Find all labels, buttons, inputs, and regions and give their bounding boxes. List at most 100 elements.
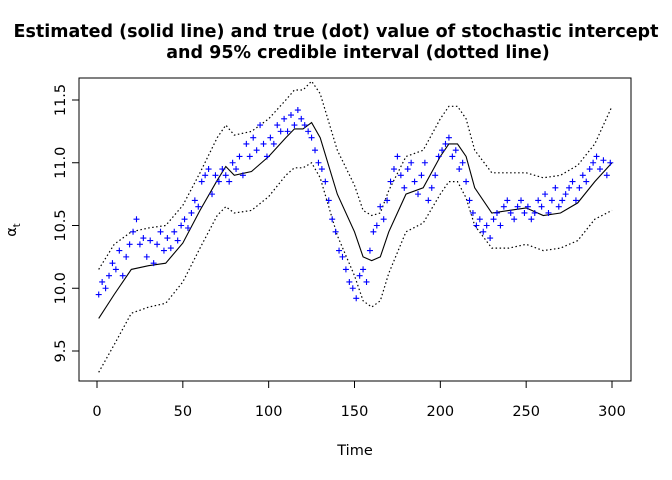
true-point	[178, 222, 185, 229]
true-point	[188, 209, 195, 216]
true-point	[394, 153, 401, 160]
true-point	[336, 247, 343, 254]
true-point	[202, 172, 209, 179]
y-axis-label-subscript: t	[12, 223, 23, 227]
true-point	[147, 237, 154, 244]
true-point	[174, 237, 181, 244]
true-point	[380, 216, 387, 223]
true-point	[112, 266, 119, 273]
true-point	[596, 166, 603, 173]
true-point	[133, 216, 140, 223]
true-point	[325, 197, 332, 204]
true-point	[123, 253, 130, 260]
true-point	[281, 115, 288, 122]
true-point	[538, 203, 545, 210]
true-point	[459, 159, 466, 166]
x-tick-label: 0	[92, 404, 101, 420]
true-point	[439, 147, 446, 154]
true-point	[487, 235, 494, 242]
true-point	[411, 178, 418, 185]
true-point	[239, 172, 246, 179]
true-point	[548, 197, 555, 204]
true-point	[342, 266, 349, 273]
true-point	[404, 166, 411, 173]
true-point	[346, 278, 353, 285]
true-point	[184, 225, 191, 232]
true-point	[463, 178, 470, 185]
true-point	[219, 166, 226, 173]
true-point	[572, 197, 579, 204]
true-point	[318, 166, 325, 173]
chart-title-line-1: Estimated (solid line) and true (dot) va…	[14, 22, 659, 42]
true-point	[562, 191, 569, 198]
true-point	[305, 128, 312, 135]
true-point	[109, 260, 116, 267]
true-point	[504, 197, 511, 204]
true-point	[476, 216, 483, 223]
true-point	[270, 140, 277, 147]
y-tick-label: 9.5	[53, 339, 69, 362]
true-point	[99, 278, 106, 285]
true-point	[593, 153, 600, 160]
true-point	[360, 266, 367, 273]
true-point	[212, 172, 219, 179]
true-point	[401, 184, 408, 191]
true-point	[524, 203, 531, 210]
true-point	[339, 253, 346, 260]
true-point	[253, 147, 260, 154]
true-point	[418, 172, 425, 179]
true-point	[452, 147, 459, 154]
true-point	[566, 184, 573, 191]
series-estimate	[98, 121, 613, 319]
true-point	[260, 140, 267, 147]
true-points-layer	[95, 107, 614, 302]
true-point	[150, 260, 157, 267]
true-point	[243, 140, 250, 147]
x-tick-label: 100	[255, 404, 283, 420]
true-point	[119, 272, 126, 279]
x-tick-label: 200	[426, 404, 454, 420]
true-point	[233, 166, 240, 173]
chart-title-line-2: and 95% credible interval (dotted line)	[166, 43, 549, 63]
true-point	[607, 159, 614, 166]
true-point	[480, 228, 487, 235]
true-point	[229, 159, 236, 166]
x-axis-label: Time	[336, 443, 373, 459]
true-point	[356, 272, 363, 279]
true-point	[349, 285, 356, 292]
true-point	[586, 166, 593, 173]
true-point	[542, 191, 549, 198]
true-point	[291, 122, 298, 129]
true-point	[490, 216, 497, 223]
true-point	[136, 241, 143, 248]
y-tick-label: 11.5	[53, 84, 69, 116]
true-point	[397, 172, 404, 179]
true-point	[154, 241, 161, 248]
y-axis-label-main: α	[4, 227, 20, 237]
true-point	[263, 153, 270, 160]
true-point	[377, 203, 384, 210]
true-point	[205, 166, 212, 173]
true-point	[528, 216, 535, 223]
true-point	[130, 228, 137, 235]
true-point	[95, 291, 102, 298]
plot-frame	[78, 77, 632, 382]
true-point	[473, 222, 480, 229]
true-point	[366, 247, 373, 254]
true-point	[195, 203, 202, 210]
true-point	[497, 222, 504, 229]
true-point	[160, 247, 167, 254]
true-point	[157, 228, 164, 235]
true-point	[322, 178, 329, 185]
true-point	[373, 222, 380, 229]
true-point	[576, 184, 583, 191]
true-point	[425, 197, 432, 204]
true-point	[363, 278, 370, 285]
y-tick-label: 10.0	[53, 272, 69, 304]
true-point	[428, 184, 435, 191]
true-point	[456, 166, 463, 173]
true-point	[483, 222, 490, 229]
true-point	[198, 178, 205, 185]
true-point	[518, 197, 525, 204]
